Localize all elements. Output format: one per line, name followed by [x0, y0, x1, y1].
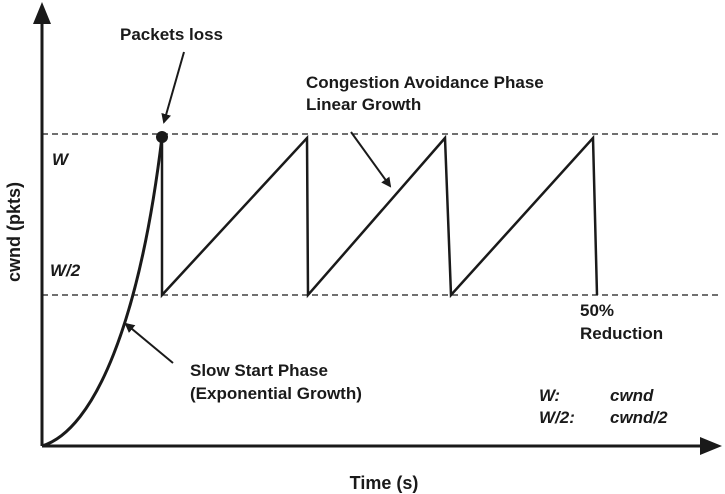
- x-axis-label: Time (s): [350, 473, 419, 493]
- packets-loss-arrow: [161, 51, 185, 124]
- congestion-phase-label: Congestion Avoidance Phase: [306, 73, 544, 92]
- legend: W: cwnd W/2: cwnd/2: [539, 386, 668, 427]
- exponential-growth-label: (Exponential Growth): [190, 384, 362, 403]
- congestion-arrow: [350, 131, 392, 188]
- y-axis-label: cwnd (pkts): [4, 182, 24, 282]
- w-level-label: W: [52, 150, 70, 169]
- reduction-label: Reduction: [580, 324, 663, 343]
- legend-key-w-half: W/2:: [539, 408, 575, 427]
- legend-value-w: cwnd: [610, 386, 654, 405]
- sawtooth-line: [160, 134, 599, 299]
- w-half-level-label: W/2: [50, 261, 81, 280]
- legend-value-w-half: cwnd/2: [610, 408, 668, 427]
- legend-key-w: W:: [539, 386, 560, 405]
- slow-start-arrow: [124, 322, 174, 364]
- reduction-percent-label: 50%: [580, 301, 614, 320]
- y-axis-arrow-icon: [33, 2, 51, 24]
- packets-loss-label: Packets loss: [120, 25, 223, 44]
- slow-start-label: Slow Start Phase: [190, 361, 328, 380]
- x-axis-arrow-icon: [700, 437, 722, 455]
- slow-start-curve: [41, 136, 164, 448]
- linear-growth-label: Linear Growth: [306, 95, 421, 114]
- packet-loss-marker: [156, 131, 168, 143]
